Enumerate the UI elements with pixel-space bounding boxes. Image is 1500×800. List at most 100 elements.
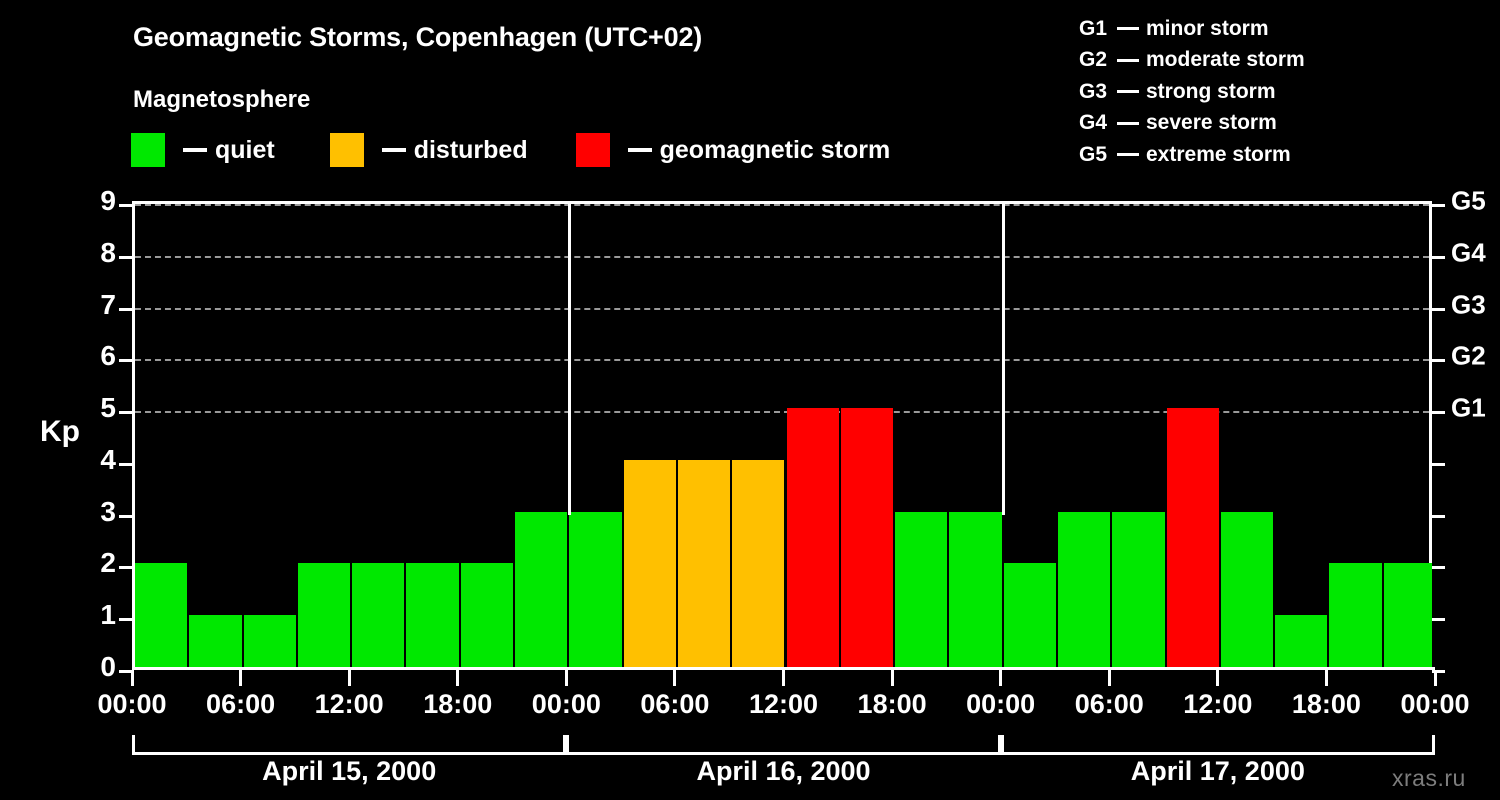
- magnetosphere-legend: quiet disturbed geomagnetic storm: [131, 133, 890, 167]
- legend-label-quiet: quiet: [215, 135, 275, 164]
- gscale-dash-icon: [1117, 58, 1139, 62]
- bar-kp[interactable]: [1383, 563, 1432, 667]
- x-tick: [564, 670, 568, 686]
- legend-swatch-storm: [575, 133, 610, 167]
- legend-dash-icon: [627, 148, 652, 152]
- y-axis-label-6: 6: [100, 340, 116, 372]
- y-tick-right-0: [1432, 670, 1445, 673]
- y-tick-left-4: [119, 462, 132, 466]
- bracket-cap-right: [1431, 735, 1435, 755]
- bar-kp[interactable]: [569, 511, 622, 667]
- bar-kp[interactable]: [243, 615, 296, 667]
- x-tick: [890, 670, 894, 686]
- gscale-dash-icon: [1117, 121, 1139, 125]
- x-tick: [1216, 670, 1220, 686]
- y-tick-left-1: [119, 618, 132, 622]
- bar-kp[interactable]: [949, 511, 1002, 667]
- right-axis-label-g3: G3: [1451, 289, 1486, 320]
- x-tick: [782, 670, 785, 686]
- legend-dash-icon: [183, 148, 207, 152]
- bar-kp[interactable]: [677, 459, 731, 667]
- gscale-row-g4: G4 severe storm: [1079, 108, 1305, 140]
- legend-item-disturbed: disturbed: [329, 133, 528, 167]
- gscale-row-g2: G2 moderate storm: [1079, 45, 1305, 77]
- x-tick: [1433, 670, 1437, 686]
- y-tick-right-4: [1432, 462, 1445, 466]
- y-axis-label-3: 3: [100, 495, 116, 527]
- right-axis-label-g2: G2: [1451, 340, 1486, 371]
- y-tick-right-8: [1432, 255, 1445, 259]
- y-axis-label-9: 9: [100, 185, 116, 216]
- gscale-description: severe storm: [1146, 111, 1277, 135]
- x-axis-label: 00:00: [531, 689, 601, 719]
- y-tick-right-9: [1432, 204, 1445, 207]
- bar-kp[interactable]: [1275, 615, 1328, 667]
- y-tick-left-8: [119, 255, 132, 259]
- bar-kp[interactable]: [895, 511, 948, 667]
- bar-kp[interactable]: [1112, 511, 1165, 667]
- bar-kp[interactable]: [1003, 563, 1056, 667]
- bar-kp[interactable]: [786, 408, 839, 667]
- bar-kp[interactable]: [1220, 511, 1274, 667]
- bar-kp[interactable]: [352, 563, 405, 667]
- legend-label-disturbed: disturbed: [413, 135, 528, 164]
- bar-kp[interactable]: [460, 563, 514, 667]
- x-tick: [239, 670, 243, 686]
- bracket-cap-left: [566, 735, 570, 755]
- x-axis-label: 06:00: [1074, 689, 1144, 719]
- bar-kp[interactable]: [297, 563, 351, 667]
- x-tick: [130, 670, 134, 686]
- right-axis-label-g4: G4: [1451, 237, 1486, 268]
- x-axis-baseline: [132, 667, 1435, 670]
- gscale-description: moderate storm: [1146, 48, 1305, 72]
- legend-item-quiet: quiet: [131, 133, 275, 167]
- x-axis-label: 12:00: [1183, 689, 1253, 719]
- bar-kp[interactable]: [135, 563, 188, 667]
- gridline-kp-7: [135, 307, 1429, 310]
- legend-swatch-quiet: [131, 133, 165, 167]
- y-tick-left-7: [119, 307, 132, 311]
- bar-kp[interactable]: [732, 459, 785, 667]
- bar-kp[interactable]: [623, 459, 676, 667]
- y-tick-left-0: [119, 670, 132, 673]
- date-label: April 15, 2000: [262, 756, 437, 786]
- magnetosphere-heading: Magnetosphere: [133, 86, 311, 113]
- x-axis-label: 12:00: [314, 689, 384, 719]
- gscale-description: minor storm: [1146, 16, 1269, 40]
- gscale-description: strong storm: [1146, 79, 1276, 103]
- x-tick: [1324, 670, 1328, 686]
- bar-kp[interactable]: [1057, 511, 1111, 667]
- bar-kp[interactable]: [406, 563, 459, 667]
- y-tick-left-3: [119, 514, 132, 518]
- y-axis-label-8: 8: [100, 236, 116, 268]
- gscale-dash-icon: [1117, 90, 1139, 94]
- date-label: April 16, 2000: [696, 756, 871, 786]
- gscale-row-g5: G5 extreme storm: [1079, 139, 1305, 171]
- bar-kp[interactable]: [1329, 563, 1382, 667]
- y-tick-right-3: [1432, 514, 1445, 518]
- gscale-dash-icon: [1117, 27, 1139, 31]
- y-tick-left-9: [119, 204, 132, 207]
- bar-kp[interactable]: [515, 511, 568, 667]
- y-axis-label-4: 4: [100, 443, 116, 475]
- date-label: April 17, 2000: [1130, 756, 1305, 786]
- bar-kp[interactable]: [840, 408, 894, 667]
- bracket-line: [566, 752, 1001, 755]
- date-bracket: [132, 735, 567, 755]
- y-tick-right-7: [1432, 307, 1445, 311]
- bar-kp[interactable]: [1166, 408, 1219, 667]
- bar-kp[interactable]: [189, 615, 242, 667]
- gscale-description: extreme storm: [1146, 142, 1291, 166]
- bracket-cap-left: [132, 735, 135, 755]
- gridline-kp-9: [135, 204, 1429, 206]
- plot-area: [119, 201, 1445, 673]
- x-axis-label: 00:00: [97, 689, 167, 719]
- x-axis-label: 06:00: [640, 689, 710, 719]
- legend-dash-icon: [381, 148, 406, 152]
- x-axis-label: 18:00: [1291, 689, 1361, 719]
- x-axis-label: 06:00: [206, 689, 276, 719]
- date-bracket: [566, 735, 1001, 755]
- y-axis-label-2: 2: [100, 547, 116, 579]
- x-tick: [456, 670, 460, 686]
